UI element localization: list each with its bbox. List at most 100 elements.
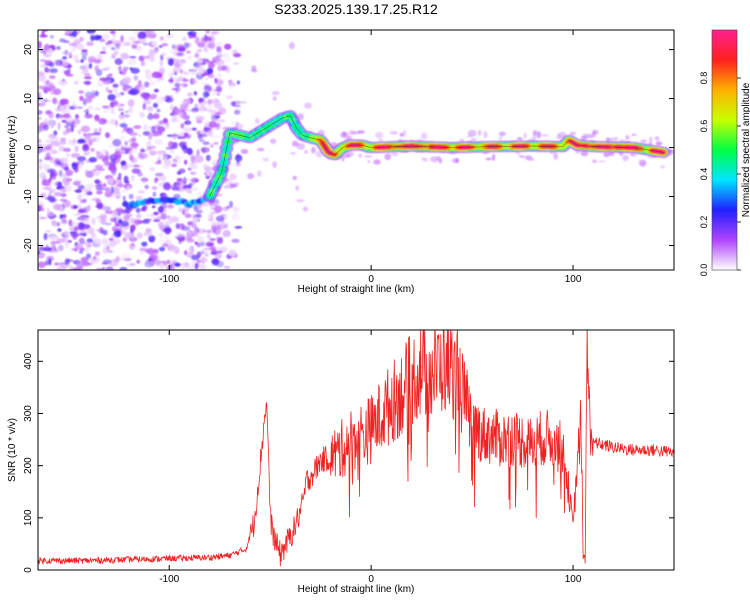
- heatmap-cell: [226, 95, 234, 100]
- heatmap-cell: [104, 190, 113, 198]
- heatmap-cell: [157, 155, 162, 160]
- heatmap-cell: [47, 195, 56, 202]
- heatmap-cell: [181, 59, 187, 64]
- heatmap-cell: [532, 130, 538, 136]
- heatmap-cell: [171, 187, 181, 191]
- heatmap-cell: [165, 125, 170, 129]
- heatmap-cell: [144, 184, 149, 190]
- y-tick-label: 100: [23, 509, 34, 526]
- y-tick-label: 20: [23, 44, 34, 56]
- heatmap-cell: [104, 151, 109, 155]
- heatmap-cell: [228, 86, 234, 90]
- heatmap-cell: [123, 145, 133, 149]
- heatmap-cell: [262, 157, 269, 162]
- heatmap-cell: [141, 219, 150, 224]
- heatmap-cell: [194, 103, 199, 111]
- y-tick-label: 200: [23, 457, 34, 474]
- heatmap-cell: [75, 189, 82, 193]
- heatmap-cell: [187, 265, 196, 270]
- heatmap-cell: [191, 127, 197, 131]
- heatmap-cell: [240, 149, 249, 154]
- heatmap-cell: [86, 94, 96, 100]
- heatmap-cell: [78, 209, 86, 213]
- heatmap-cell: [205, 154, 211, 162]
- heatmap-cell: [105, 119, 113, 126]
- heatmap-cell: [160, 213, 167, 220]
- heatmap-cell: [87, 105, 94, 110]
- heatmap-cell: [128, 106, 134, 114]
- heatmap-cell: [159, 175, 167, 182]
- heatmap-cell: [68, 51, 73, 59]
- heatmap-cell: [53, 192, 62, 197]
- x-tick-label: 100: [565, 274, 582, 285]
- heatmap-cell: [53, 143, 61, 147]
- heatmap-cell: [175, 223, 180, 230]
- heatmap-cell: [118, 172, 122, 179]
- heatmap-cell: [130, 142, 139, 148]
- heatmap-cell: [101, 249, 111, 253]
- heatmap-cell: [149, 167, 155, 172]
- heatmap-cell: [177, 156, 184, 159]
- heatmap-cell: [52, 245, 56, 250]
- heatmap-cell: [83, 133, 87, 137]
- heatmap-cell: [95, 199, 102, 205]
- heatmap-cell: [124, 110, 129, 114]
- heatmap-cell: [197, 235, 205, 243]
- heatmap-cell: [639, 160, 647, 167]
- heatmap-cell: [149, 150, 157, 156]
- heatmap-cell: [223, 223, 228, 229]
- heatmap-cell: [104, 210, 114, 215]
- heatmap-cell: [234, 154, 243, 162]
- heatmap-cell: [77, 194, 83, 202]
- heatmap-cell: [102, 183, 107, 188]
- heatmap-cell: [188, 182, 193, 189]
- heatmap-cell: [134, 41, 140, 44]
- heatmap-cell: [149, 93, 158, 100]
- heatmap-cell: [81, 55, 87, 61]
- heatmap-cell: [178, 236, 186, 242]
- heatmap-cell: [142, 42, 149, 46]
- heatmap-cell: [83, 76, 92, 80]
- heatmap-cell: [44, 260, 49, 266]
- heatmap-cell: [142, 125, 152, 132]
- heatmap-cell: [129, 132, 138, 136]
- heatmap-cell: [70, 220, 74, 227]
- colorbar-gradient: [712, 30, 737, 270]
- heatmap-cell: [364, 155, 373, 158]
- heatmap-cell: [214, 119, 220, 122]
- heatmap-cell: [123, 114, 130, 118]
- heatmap-cell: [257, 170, 262, 178]
- heatmap-cell: [304, 102, 312, 109]
- heatmap-cell: [129, 67, 133, 70]
- heatmap-cell: [158, 206, 164, 213]
- colorbar-tick-label: 0.6: [699, 120, 709, 133]
- heatmap-cell: [175, 86, 181, 92]
- heatmap-cell: [65, 169, 74, 176]
- heatmap-cell: [96, 180, 103, 187]
- heatmap-cell: [477, 129, 482, 136]
- heatmap-cell: [46, 119, 55, 127]
- heatmap-cell: [168, 220, 172, 225]
- snr-y-label: SNR (10 * v/v): [7, 418, 18, 482]
- heatmap-cell: [183, 188, 192, 193]
- heatmap-cell: [654, 136, 660, 141]
- y-tick-label: 0: [23, 144, 34, 150]
- heatmap-cell: [57, 239, 66, 243]
- heatmap-cell: [223, 266, 231, 269]
- heatmap-cell: [130, 224, 136, 232]
- heatmap-cell: [43, 233, 48, 241]
- heatmap-cell: [141, 176, 147, 184]
- heatmap-cell: [379, 138, 383, 143]
- heatmap-cell: [49, 75, 56, 79]
- heatmap-cell: [59, 98, 69, 105]
- heatmap-cell: [107, 187, 112, 193]
- heatmap-cell: [86, 253, 91, 259]
- heatmap-cell: [136, 232, 143, 239]
- heatmap-cell: [518, 155, 525, 158]
- heatmap-cell: [128, 243, 136, 250]
- heatmap-cell: [187, 56, 192, 60]
- heatmap-cell: [153, 88, 159, 93]
- heatmap-cell: [169, 104, 174, 111]
- heatmap-cell: [53, 171, 58, 177]
- heatmap-cell: [203, 84, 212, 91]
